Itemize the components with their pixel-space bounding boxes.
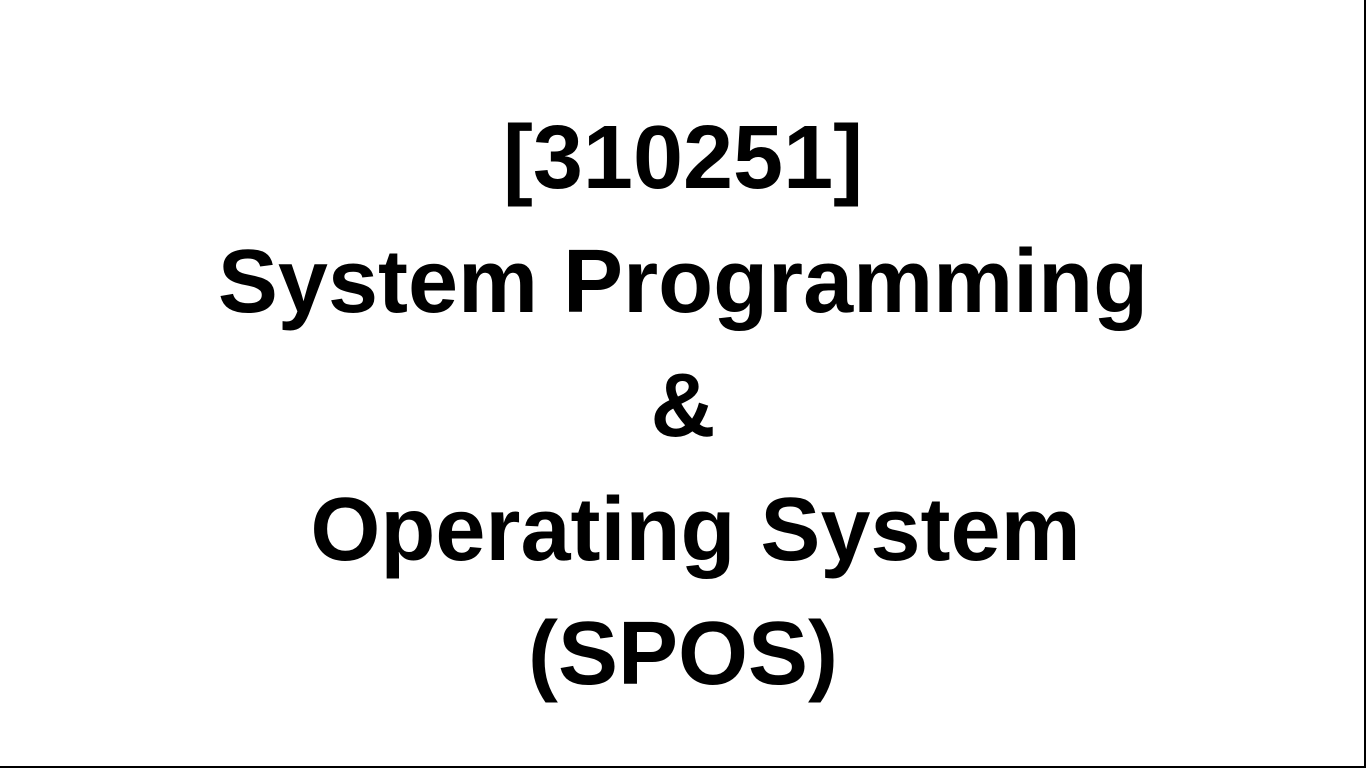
title-line-ampersand: & [650, 356, 716, 456]
title-line-abbreviation: (SPOS) [527, 604, 839, 704]
slide-title: [310251] System Programming & Operating … [0, 96, 1366, 716]
title-line-operating-system: Operating System [285, 480, 1081, 580]
course-code: [310251] [502, 108, 864, 208]
title-line-system-programming: System Programming [217, 232, 1149, 332]
